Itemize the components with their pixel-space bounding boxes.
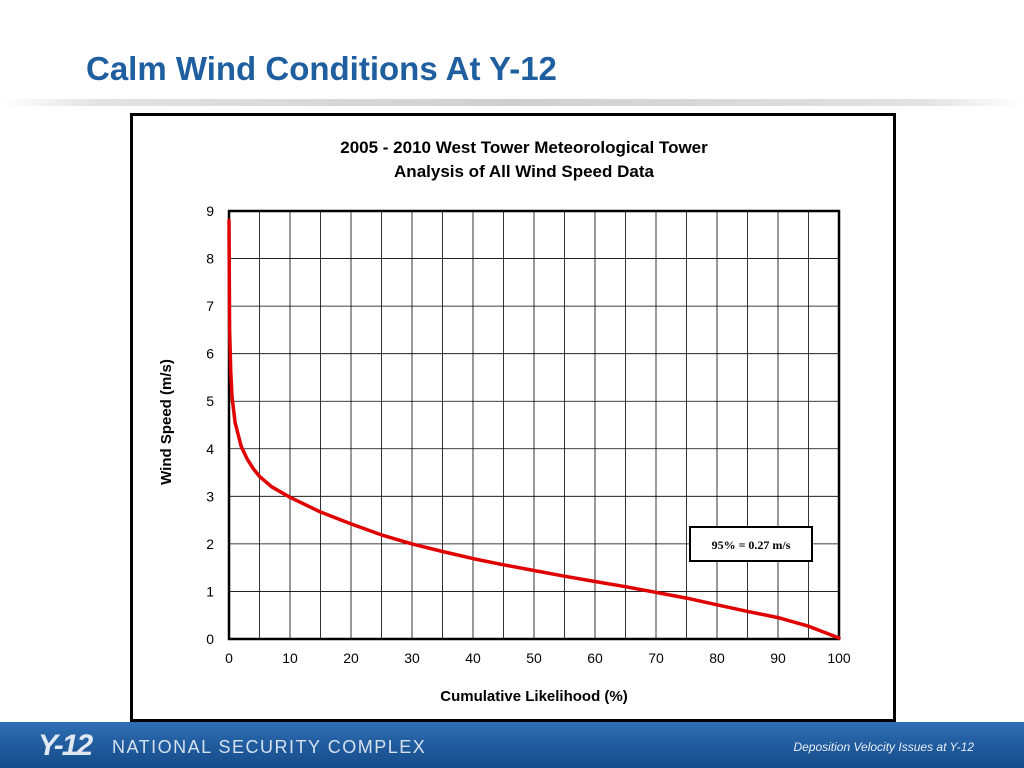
y12-logo: Y-12 xyxy=(38,729,93,762)
y-tick-label: 6 xyxy=(206,346,214,362)
x-tick-label: 90 xyxy=(770,650,786,666)
footer-org-name: NATIONAL SECURITY COMPLEX xyxy=(112,737,427,757)
chart-title: 2005 - 2010 West Tower Meteorological To… xyxy=(340,138,708,157)
x-tick-label: 10 xyxy=(282,650,298,666)
y-tick-label: 1 xyxy=(206,583,214,599)
x-tick-label: 40 xyxy=(465,650,481,666)
chart-frame: 2005 - 2010 West Tower Meteorological To… xyxy=(130,113,896,722)
y-tick-label: 8 xyxy=(206,251,214,267)
y-tick-label: 3 xyxy=(206,488,214,504)
annotation-box: 95% = 0.27 m/s xyxy=(689,526,813,562)
x-tick-label: 100 xyxy=(827,650,851,666)
slide-title: Calm Wind Conditions At Y-12 xyxy=(86,50,557,87)
y-tick-label: 0 xyxy=(206,631,214,647)
series-layer xyxy=(227,218,841,640)
plot-area-border xyxy=(227,209,841,641)
x-tick-label: 60 xyxy=(587,650,603,666)
y-tick-label: 9 xyxy=(206,203,214,219)
x-tick-label: 80 xyxy=(709,650,725,666)
wind-speed-chart: 2005 - 2010 West Tower Meteorological To… xyxy=(158,138,851,705)
x-axis-label: Cumulative Likelihood (%) xyxy=(440,688,628,705)
y-axis-label: Wind Speed (m/s) xyxy=(158,359,175,485)
title-divider xyxy=(0,99,1024,106)
wind-speed-series-line xyxy=(227,218,841,640)
chart-subtitle: Analysis of All Wind Speed Data xyxy=(394,162,654,181)
chart-grid xyxy=(227,209,841,641)
x-tick-label: 70 xyxy=(648,650,664,666)
x-tick-label: 20 xyxy=(343,650,359,666)
y-tick-label: 7 xyxy=(206,298,214,314)
annotation-text: 95% = 0.27 m/s xyxy=(712,538,791,552)
y-tick-label: 4 xyxy=(206,441,214,457)
y-tick-label: 5 xyxy=(206,393,214,409)
y-tick-label: 2 xyxy=(206,536,214,552)
footer-note: Deposition Velocity Issues at Y-12 xyxy=(793,740,974,754)
x-tick-label: 30 xyxy=(404,650,420,666)
x-tick-label: 0 xyxy=(225,650,233,666)
footer-bar: Y-12 NATIONAL SECURITY COMPLEX Depositio… xyxy=(0,722,1024,768)
x-tick-label: 50 xyxy=(526,650,542,666)
axis-ticks: 0 10 20 30 40 50 60 70 80 90 100 0 1 2 3 4 5 6 7 8 9 xyxy=(206,203,851,666)
